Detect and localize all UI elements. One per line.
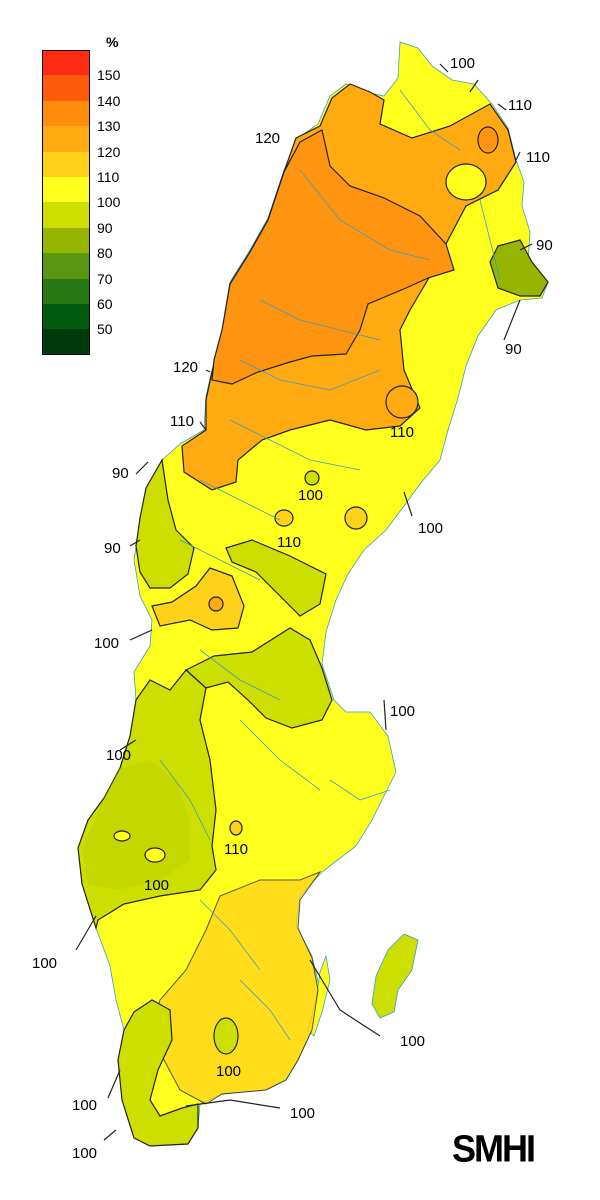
iso-label-e90b: 90: [505, 341, 522, 358]
central-orange-oval-a: [385, 385, 419, 419]
iso-label-n110b: 110: [526, 149, 550, 166]
legend-swatch-7: [42, 227, 90, 254]
iso-label-w100b: 100: [106, 747, 131, 764]
south-green-oval: [213, 1017, 239, 1055]
iso-label-w110: 110: [170, 413, 194, 430]
iso-label-c110a: 110: [390, 424, 414, 441]
iso-label-s100e: 100: [72, 1145, 97, 1162]
iso-label-c110c: 110: [224, 841, 248, 858]
legend-swatch-0: [42, 50, 90, 76]
iso-label-w100a: 100: [94, 635, 119, 652]
legend-label-2: 130: [97, 118, 121, 135]
central-orange-core: [208, 596, 224, 612]
legend-swatch-10: [42, 304, 90, 330]
iso-label-c100b: 100: [144, 877, 169, 894]
color-legend: % 150 140 130 120 110 100 90 80 70 60 50: [42, 32, 152, 362]
legend-label-10: 50: [97, 321, 113, 338]
central-orange-oval-c: [344, 506, 368, 530]
legend-swatch-4: [42, 151, 90, 177]
legend-swatch-1: [42, 75, 90, 101]
legend-swatch-2: [42, 100, 90, 127]
middle-green-zone: [184, 627, 333, 729]
legend-swatch-6: [42, 202, 90, 228]
sw-yellow-dot-a: [113, 830, 131, 842]
central-orange-oval-b: [274, 509, 294, 527]
iso-label-n110a: 110: [508, 97, 532, 114]
iso-label-n120: 120: [255, 130, 280, 147]
legend-unit: %: [106, 34, 119, 50]
legend-label-4: 110: [97, 169, 120, 185]
iso-label-s100a: 100: [400, 1033, 425, 1050]
legend-label-3: 120: [97, 143, 121, 160]
legend-label-1: 140: [97, 92, 121, 109]
legend-label-8: 70: [97, 270, 113, 287]
central-orange-zone: [151, 567, 245, 631]
iso-label-w120: 120: [173, 359, 198, 376]
rivers: [159, 89, 501, 1041]
iso-label-s100d: 100: [290, 1105, 315, 1122]
legend-label-9: 60: [97, 296, 113, 312]
iso-label-w100c: 100: [32, 955, 57, 972]
gotland-island: [371, 933, 419, 1019]
legend-swatch-3: [42, 126, 90, 152]
north-yellow-oval: [445, 163, 487, 201]
legend-swatch-5: [42, 177, 90, 203]
iso-label-c100a: 100: [298, 487, 323, 504]
southwest-darker-zone: [82, 760, 190, 890]
iso-label-w90b: 90: [104, 540, 121, 557]
iso-label-e100b: 100: [390, 703, 415, 720]
legend-label-7: 80: [97, 245, 113, 262]
smhi-logo: SMHI: [452, 1126, 536, 1170]
iso-label-n100: 100: [450, 55, 475, 72]
central-green-band: [225, 539, 327, 617]
iso-label-e100: 100: [418, 520, 443, 537]
iso-label-s100c: 100: [72, 1097, 97, 1114]
iso-label-s100b: 100: [216, 1063, 241, 1080]
legend-label-5: 100: [97, 194, 121, 211]
s-orange-dot: [229, 820, 243, 836]
north-orange-oval: [477, 126, 499, 154]
legend-label-0: 150: [97, 67, 121, 84]
legend-swatch-8: [42, 253, 90, 279]
central-green-dot: [304, 470, 320, 486]
iso-label-w90a: 90: [112, 465, 129, 482]
isoline-leaders: [75, 63, 533, 1141]
iso-label-e90a: 90: [536, 237, 553, 254]
isoline-labels: 100 110 110 120 90 90 120 110 110 100 10…: [32, 55, 553, 1162]
iso-label-c110b: 110: [277, 534, 301, 551]
legend-swatch-9: [42, 278, 90, 304]
legend-label-6: 90: [97, 219, 113, 236]
legend-swatch-11: [42, 329, 90, 355]
sw-yellow-dot-b: [144, 847, 166, 863]
southwest-green-zone: [77, 669, 217, 931]
north-dark-orange-zone: [211, 129, 455, 385]
